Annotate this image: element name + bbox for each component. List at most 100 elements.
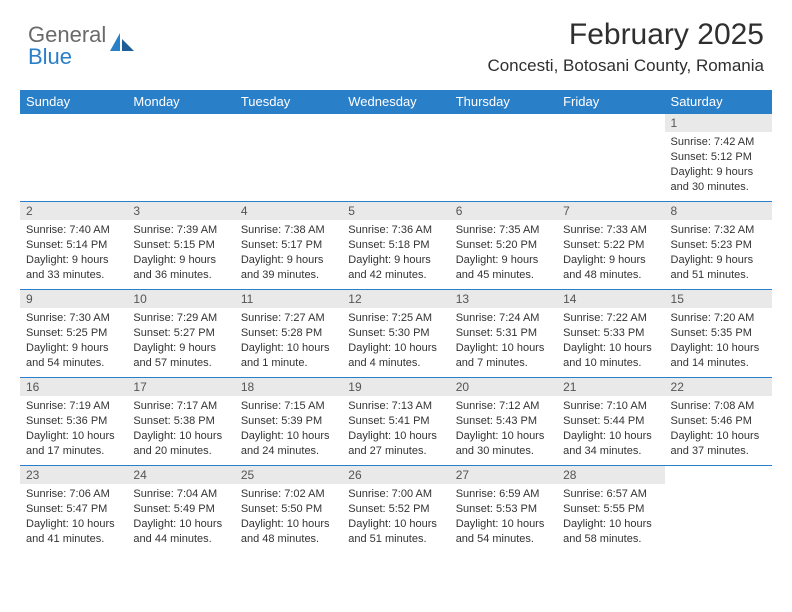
day-number: 27: [450, 466, 557, 484]
day-data: Sunrise: 7:42 AMSunset: 5:12 PMDaylight:…: [665, 132, 772, 198]
day-number: 4: [235, 202, 342, 220]
daylight-line2: and 27 minutes.: [348, 444, 443, 459]
day-data: Sunrise: 7:25 AMSunset: 5:30 PMDaylight:…: [342, 308, 449, 374]
day-number: 28: [557, 466, 664, 484]
day-number: 7: [557, 202, 664, 220]
sunrise: Sunrise: 7:22 AM: [563, 311, 658, 326]
calendar-body: 1Sunrise: 7:42 AMSunset: 5:12 PMDaylight…: [20, 114, 772, 554]
day-data: Sunrise: 7:10 AMSunset: 5:44 PMDaylight:…: [557, 396, 664, 462]
daylight-line1: Daylight: 9 hours: [26, 341, 121, 356]
calendar-cell: 17Sunrise: 7:17 AMSunset: 5:38 PMDayligh…: [127, 378, 234, 466]
day-number: 2: [20, 202, 127, 220]
dayname-tue: Tuesday: [235, 90, 342, 114]
day-data: Sunrise: 7:30 AMSunset: 5:25 PMDaylight:…: [20, 308, 127, 374]
daylight-line2: and 37 minutes.: [671, 444, 766, 459]
calendar-cell: 12Sunrise: 7:25 AMSunset: 5:30 PMDayligh…: [342, 290, 449, 378]
sunset: Sunset: 5:22 PM: [563, 238, 658, 253]
dayname-thu: Thursday: [450, 90, 557, 114]
daylight-line1: Daylight: 9 hours: [241, 253, 336, 268]
daylight-line1: Daylight: 10 hours: [241, 341, 336, 356]
sunrise: Sunrise: 7:40 AM: [26, 223, 121, 238]
sunset: Sunset: 5:35 PM: [671, 326, 766, 341]
daylight-line2: and 4 minutes.: [348, 356, 443, 371]
sunrise: Sunrise: 7:38 AM: [241, 223, 336, 238]
sunrise: Sunrise: 7:27 AM: [241, 311, 336, 326]
sunset: Sunset: 5:44 PM: [563, 414, 658, 429]
daylight-line2: and 41 minutes.: [26, 532, 121, 547]
day-number: 12: [342, 290, 449, 308]
day-data: Sunrise: 7:12 AMSunset: 5:43 PMDaylight:…: [450, 396, 557, 462]
daylight-line2: and 58 minutes.: [563, 532, 658, 547]
sunset: Sunset: 5:12 PM: [671, 150, 766, 165]
calendar-cell: 9Sunrise: 7:30 AMSunset: 5:25 PMDaylight…: [20, 290, 127, 378]
daylight-line1: Daylight: 9 hours: [348, 253, 443, 268]
daylight-line1: Daylight: 9 hours: [671, 165, 766, 180]
daylight-line2: and 48 minutes.: [241, 532, 336, 547]
daylight-line1: Daylight: 9 hours: [456, 253, 551, 268]
sunset: Sunset: 5:18 PM: [348, 238, 443, 253]
daylight-line2: and 44 minutes.: [133, 532, 228, 547]
day-data: Sunrise: 7:17 AMSunset: 5:38 PMDaylight:…: [127, 396, 234, 462]
calendar-table: Sunday Monday Tuesday Wednesday Thursday…: [20, 90, 772, 554]
logo-sail-icon: [108, 31, 136, 58]
sunset: Sunset: 5:43 PM: [456, 414, 551, 429]
sunset: Sunset: 5:33 PM: [563, 326, 658, 341]
sunrise: Sunrise: 7:30 AM: [26, 311, 121, 326]
logo-text: General Blue: [28, 24, 106, 68]
calendar-cell: 6Sunrise: 7:35 AMSunset: 5:20 PMDaylight…: [450, 202, 557, 290]
daylight-line1: Daylight: 10 hours: [348, 429, 443, 444]
calendar-cell: 15Sunrise: 7:20 AMSunset: 5:35 PMDayligh…: [665, 290, 772, 378]
daylight-line1: Daylight: 10 hours: [348, 517, 443, 532]
day-number: 17: [127, 378, 234, 396]
calendar-cell: 24Sunrise: 7:04 AMSunset: 5:49 PMDayligh…: [127, 466, 234, 554]
daylight-line1: Daylight: 10 hours: [456, 517, 551, 532]
daylight-line2: and 1 minute.: [241, 356, 336, 371]
daylight-line2: and 17 minutes.: [26, 444, 121, 459]
sunset: Sunset: 5:31 PM: [456, 326, 551, 341]
daylight-line2: and 30 minutes.: [671, 180, 766, 195]
daylight-line1: Daylight: 10 hours: [133, 429, 228, 444]
day-number: 10: [127, 290, 234, 308]
calendar-cell: [450, 114, 557, 202]
calendar-cell: 22Sunrise: 7:08 AMSunset: 5:46 PMDayligh…: [665, 378, 772, 466]
calendar-cell: 1Sunrise: 7:42 AMSunset: 5:12 PMDaylight…: [665, 114, 772, 202]
sunrise: Sunrise: 7:19 AM: [26, 399, 121, 414]
daylight-line2: and 36 minutes.: [133, 268, 228, 283]
location: Concesti, Botosani County, Romania: [487, 56, 764, 76]
daylight-line2: and 10 minutes.: [563, 356, 658, 371]
daylight-line1: Daylight: 10 hours: [671, 341, 766, 356]
day-number: 26: [342, 466, 449, 484]
daylight-line2: and 30 minutes.: [456, 444, 551, 459]
daylight-line1: Daylight: 10 hours: [563, 517, 658, 532]
day-number: 23: [20, 466, 127, 484]
day-data: Sunrise: 7:00 AMSunset: 5:52 PMDaylight:…: [342, 484, 449, 550]
daylight-line1: Daylight: 10 hours: [348, 341, 443, 356]
daylight-line1: Daylight: 9 hours: [133, 341, 228, 356]
daylight-line2: and 24 minutes.: [241, 444, 336, 459]
daylight-line1: Daylight: 10 hours: [456, 341, 551, 356]
sunrise: Sunrise: 7:12 AM: [456, 399, 551, 414]
day-data: Sunrise: 7:27 AMSunset: 5:28 PMDaylight:…: [235, 308, 342, 374]
daylight-line1: Daylight: 10 hours: [671, 429, 766, 444]
calendar-cell: 3Sunrise: 7:39 AMSunset: 5:15 PMDaylight…: [127, 202, 234, 290]
day-data: Sunrise: 6:57 AMSunset: 5:55 PMDaylight:…: [557, 484, 664, 550]
sunrise: Sunrise: 7:35 AM: [456, 223, 551, 238]
sunset: Sunset: 5:47 PM: [26, 502, 121, 517]
week-row: 2Sunrise: 7:40 AMSunset: 5:14 PMDaylight…: [20, 202, 772, 290]
day-number: 6: [450, 202, 557, 220]
sunset: Sunset: 5:55 PM: [563, 502, 658, 517]
sunrise: Sunrise: 7:10 AM: [563, 399, 658, 414]
sunrise: Sunrise: 7:02 AM: [241, 487, 336, 502]
calendar-cell: [665, 466, 772, 554]
day-number: 8: [665, 202, 772, 220]
dayname-row: Sunday Monday Tuesday Wednesday Thursday…: [20, 90, 772, 114]
daylight-line2: and 42 minutes.: [348, 268, 443, 283]
calendar-cell: 20Sunrise: 7:12 AMSunset: 5:43 PMDayligh…: [450, 378, 557, 466]
sunset: Sunset: 5:28 PM: [241, 326, 336, 341]
calendar-cell: 10Sunrise: 7:29 AMSunset: 5:27 PMDayligh…: [127, 290, 234, 378]
sunrise: Sunrise: 6:59 AM: [456, 487, 551, 502]
day-number: 25: [235, 466, 342, 484]
day-data: Sunrise: 7:29 AMSunset: 5:27 PMDaylight:…: [127, 308, 234, 374]
day-number: 24: [127, 466, 234, 484]
day-number: 13: [450, 290, 557, 308]
